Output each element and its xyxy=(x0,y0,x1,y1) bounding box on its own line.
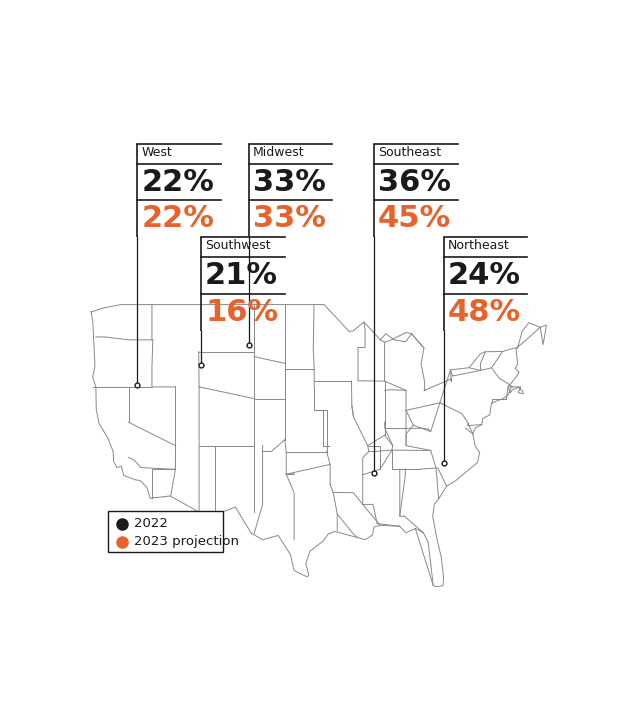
Text: 33%: 33% xyxy=(253,167,326,197)
Text: Midwest: Midwest xyxy=(253,146,304,159)
Text: 48%: 48% xyxy=(448,298,521,327)
Text: Southwest: Southwest xyxy=(205,239,271,252)
Text: West: West xyxy=(141,146,172,159)
Text: 16%: 16% xyxy=(205,298,278,327)
Text: Northeast: Northeast xyxy=(448,239,510,252)
Text: 22%: 22% xyxy=(141,167,214,197)
Text: 45%: 45% xyxy=(378,205,451,233)
Text: 2023 projection: 2023 projection xyxy=(134,535,239,548)
Bar xyxy=(108,511,223,551)
Text: 36%: 36% xyxy=(378,167,451,197)
Text: 21%: 21% xyxy=(205,261,278,290)
Text: 2022: 2022 xyxy=(134,517,167,530)
Text: 22%: 22% xyxy=(141,205,214,233)
Text: 33%: 33% xyxy=(253,205,326,233)
Text: Southeast: Southeast xyxy=(378,146,441,159)
Text: 24%: 24% xyxy=(448,261,521,290)
